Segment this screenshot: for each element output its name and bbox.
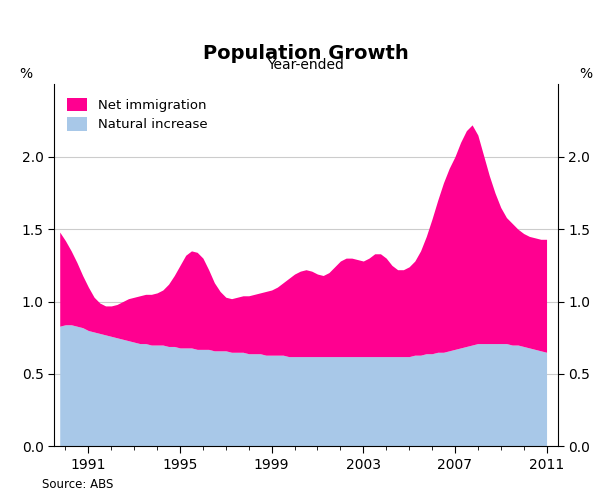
Legend: Net immigration, Natural increase: Net immigration, Natural increase	[61, 91, 214, 138]
Text: %: %	[20, 66, 33, 81]
Title: Population Growth: Population Growth	[203, 44, 409, 63]
Text: Source: ABS: Source: ABS	[42, 478, 113, 491]
Text: Year-ended: Year-ended	[268, 58, 344, 71]
Text: %: %	[579, 66, 592, 81]
